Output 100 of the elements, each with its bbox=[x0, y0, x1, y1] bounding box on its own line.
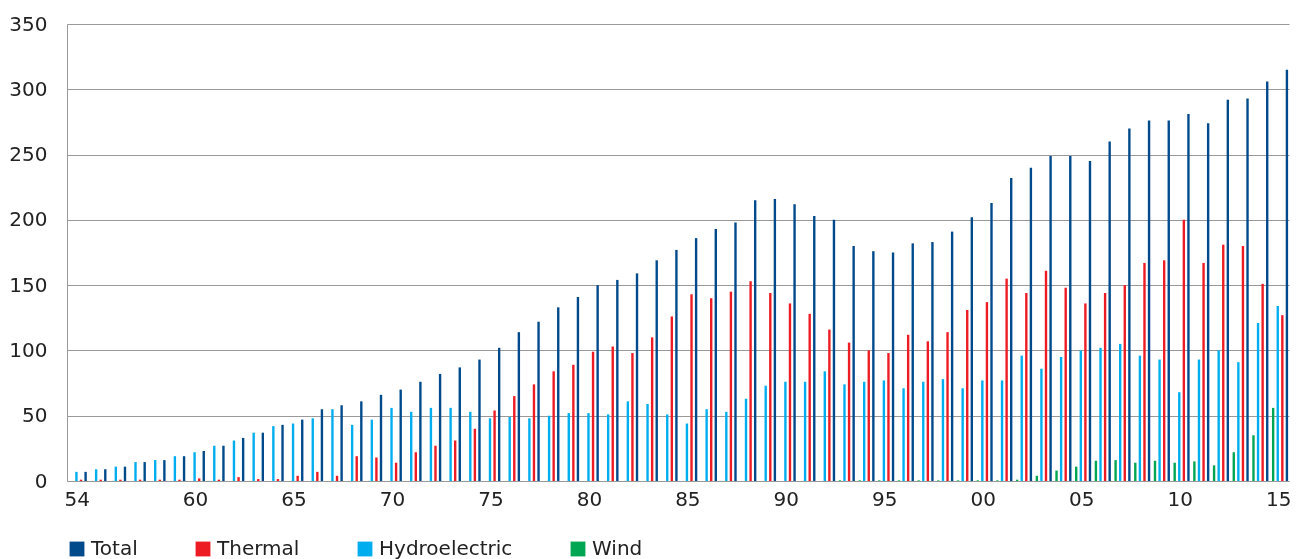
bar bbox=[419, 381, 422, 481]
bar bbox=[197, 478, 201, 481]
bar bbox=[1055, 470, 1058, 481]
bar bbox=[281, 424, 284, 481]
bar bbox=[508, 417, 511, 481]
legend-label: Hydroelectric bbox=[379, 536, 513, 559]
bar bbox=[616, 279, 619, 481]
bar bbox=[1237, 362, 1240, 481]
bar bbox=[828, 329, 831, 481]
bar bbox=[134, 462, 137, 481]
bar bbox=[690, 294, 693, 481]
x-tick-label: 65 bbox=[281, 486, 307, 511]
bar bbox=[808, 313, 811, 481]
bar bbox=[1005, 278, 1008, 481]
bar bbox=[1049, 155, 1052, 481]
bar bbox=[1193, 461, 1196, 481]
bar bbox=[1252, 435, 1255, 481]
x-tick-label: 75 bbox=[478, 486, 504, 511]
bar bbox=[1143, 262, 1146, 481]
bar bbox=[1128, 128, 1131, 481]
x-tick-label: 95 bbox=[872, 486, 898, 511]
bar bbox=[1246, 98, 1249, 481]
y-tick-label: 250 bbox=[9, 142, 48, 167]
bar bbox=[1187, 114, 1190, 481]
bar bbox=[493, 410, 496, 481]
bar bbox=[193, 452, 196, 481]
bar bbox=[705, 409, 708, 481]
bar bbox=[843, 384, 846, 481]
bar bbox=[390, 407, 393, 481]
bar bbox=[478, 359, 481, 481]
bar bbox=[1025, 292, 1028, 481]
bar bbox=[675, 249, 678, 481]
bar bbox=[646, 403, 649, 481]
bar bbox=[572, 364, 575, 481]
x-tick-label: 54 bbox=[64, 486, 91, 511]
bar bbox=[1173, 462, 1176, 481]
y-tick-label: 0 bbox=[34, 468, 48, 493]
bar bbox=[296, 475, 299, 481]
bar bbox=[1099, 347, 1102, 481]
bar bbox=[1084, 303, 1087, 481]
bar bbox=[222, 445, 225, 481]
x-tick-label: 80 bbox=[576, 486, 603, 511]
bar bbox=[1040, 368, 1043, 481]
bar bbox=[872, 251, 875, 481]
legend-label: Thermal bbox=[216, 536, 300, 559]
bar bbox=[1114, 460, 1117, 481]
bar bbox=[449, 407, 452, 481]
y-tick-label: 100 bbox=[9, 337, 48, 362]
bar bbox=[596, 285, 599, 481]
bar bbox=[631, 353, 634, 481]
x-tick-label: 60 bbox=[182, 486, 209, 511]
bar bbox=[734, 222, 737, 481]
legend-label: Total bbox=[90, 536, 138, 559]
y-tick-label: 150 bbox=[9, 272, 48, 297]
bar bbox=[749, 281, 752, 481]
bar bbox=[1217, 350, 1220, 481]
bar bbox=[784, 381, 787, 481]
x-tick-label: 15 bbox=[1265, 486, 1292, 511]
bar bbox=[272, 426, 275, 481]
bar bbox=[360, 401, 363, 481]
y-tick-label: 350 bbox=[9, 11, 48, 36]
x-tick-label: 70 bbox=[379, 486, 406, 511]
bar bbox=[316, 471, 319, 481]
bar bbox=[340, 405, 343, 481]
bar bbox=[990, 202, 993, 481]
bar bbox=[84, 471, 87, 481]
bar bbox=[537, 321, 540, 481]
bar bbox=[252, 432, 255, 481]
bar bbox=[528, 418, 531, 481]
bar bbox=[887, 353, 890, 481]
bar bbox=[961, 388, 964, 481]
bar bbox=[75, 471, 78, 481]
bar bbox=[331, 409, 334, 481]
y-tick-label: 200 bbox=[9, 207, 48, 232]
bar bbox=[902, 388, 905, 481]
bar bbox=[587, 413, 590, 481]
bar bbox=[237, 477, 240, 481]
bar bbox=[1261, 283, 1264, 481]
bar bbox=[981, 380, 984, 481]
x-tick-label: 10 bbox=[1167, 486, 1193, 511]
bar bbox=[375, 457, 378, 481]
y-tick-label: 50 bbox=[22, 403, 48, 428]
legend-label: Wind bbox=[592, 536, 643, 559]
bar bbox=[552, 371, 555, 481]
bar bbox=[143, 462, 146, 481]
bar bbox=[1108, 141, 1111, 481]
bar bbox=[931, 242, 934, 481]
bar bbox=[725, 411, 728, 481]
y-tick-label: 300 bbox=[9, 76, 48, 101]
x-tick-label: 90 bbox=[773, 486, 800, 511]
bar bbox=[946, 332, 949, 481]
bar bbox=[793, 204, 796, 481]
bar bbox=[163, 460, 166, 481]
x-tick-label: 00 bbox=[970, 486, 996, 511]
bar bbox=[852, 245, 855, 481]
bar bbox=[1158, 359, 1161, 481]
bar bbox=[434, 445, 437, 481]
x-tick-label: 05 bbox=[1069, 486, 1095, 511]
x-tick-label: 85 bbox=[675, 486, 701, 511]
bar bbox=[1281, 315, 1284, 481]
